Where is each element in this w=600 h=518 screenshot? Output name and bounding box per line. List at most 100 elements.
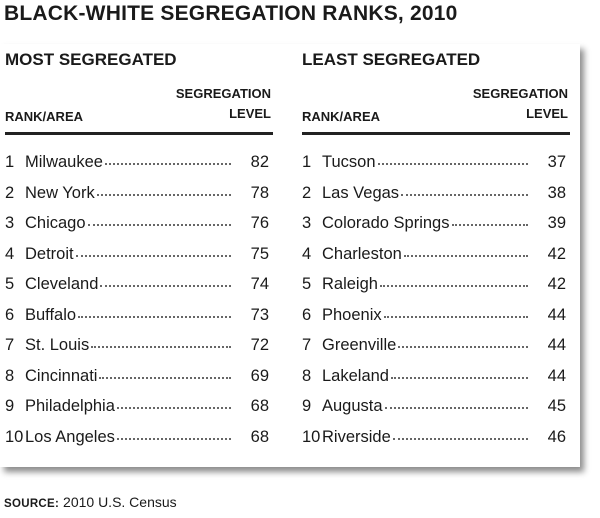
table-row: 4 Detroit 75	[5, 245, 273, 276]
table-row: 3 Chicago 76	[5, 214, 273, 245]
rank-number: 4	[302, 244, 312, 263]
rank-number: 8	[302, 366, 312, 385]
tables-panel: MOST SEGREGATED RANK/AREA SEGREGATION LE…	[0, 44, 580, 467]
most-segregated-title: MOST SEGREGATED	[5, 50, 177, 69]
segregation-header-line1: SEGREGATION	[472, 86, 568, 101]
segregation-value: 75	[250, 244, 269, 263]
dot-leader	[379, 285, 528, 287]
segregation-value: 42	[547, 244, 566, 263]
table-row: 10 Los Angeles 68	[5, 428, 273, 459]
segregation-value: 68	[250, 427, 269, 446]
segregation-value: 76	[250, 214, 269, 232]
area-name: Raleigh	[322, 275, 378, 293]
most-segregated-rows: 1 Milwaukee 82 2 New York 78 3 Chicago 76 4 Detroi…	[5, 153, 273, 458]
source-text: 2010 U.S. Census	[63, 494, 177, 510]
dot-leader	[116, 407, 231, 409]
segregation-header-line1: SEGREGATION	[175, 86, 271, 101]
area-name: Colorado Springs	[322, 214, 450, 232]
area-name: Los Angeles	[25, 427, 115, 446]
area-name: Tucson	[322, 153, 376, 171]
area-name: Detroit	[25, 244, 74, 263]
source-note: SOURCE: 2010 U.S. Census	[4, 494, 177, 510]
area-name: New York	[25, 183, 95, 202]
rank-number: 4	[5, 244, 15, 263]
area-name: Augusta	[322, 397, 383, 415]
segregation-value: 46	[547, 427, 566, 446]
dot-leader	[383, 315, 528, 318]
table-row: 7 Greenville 44	[302, 336, 570, 367]
dot-leader	[401, 193, 528, 196]
table-row: 2 Las Vegas 38	[302, 184, 570, 215]
table-row: 5 Cleveland 74	[5, 275, 273, 306]
table-row: 6 Phoenix 44	[302, 306, 570, 337]
rank-area-header: RANK/AREA	[5, 109, 83, 124]
rank-number: 9	[5, 397, 15, 415]
segregation-value: 44	[547, 366, 566, 385]
area-name: Buffalo	[25, 305, 77, 324]
rank-number: 1	[302, 153, 312, 171]
segregation-value: 42	[547, 275, 566, 293]
rank-number: 5	[5, 275, 15, 293]
dot-leader	[91, 346, 231, 348]
segregation-value: 68	[250, 397, 269, 415]
least-segregated-rows: 1 Tucson 37 2 Las Vegas 38 3 Colorado Springs 39…	[302, 153, 570, 458]
rank-area-header: RANK/AREA	[302, 109, 380, 124]
dot-leader	[75, 254, 231, 257]
segregation-value: 69	[250, 366, 269, 385]
dot-leader	[99, 376, 231, 379]
segregation-value: 72	[250, 336, 269, 354]
table-row: 6 Buffalo 73	[5, 306, 273, 337]
table-row: 5 Raleigh 42	[302, 275, 570, 306]
rank-number: 10	[302, 427, 321, 446]
area-name: Lakeland	[322, 366, 389, 385]
rank-number: 6	[5, 305, 15, 324]
rank-number: 3	[302, 214, 312, 232]
segregation-header-line2: LEVEL	[229, 106, 271, 121]
area-name: Milwaukee	[25, 153, 103, 171]
source-label: SOURCE:	[4, 498, 60, 510]
table-row: 10 Riverside 46	[302, 428, 570, 459]
table-row: 1 Milwaukee 82	[5, 153, 273, 184]
rank-number: 8	[5, 366, 15, 385]
area-name: Phoenix	[322, 305, 382, 324]
segregation-value: 44	[547, 336, 566, 354]
segregation-value: 44	[547, 305, 566, 324]
dot-leader	[78, 315, 231, 318]
table-row: 8 Cincinnati 69	[5, 367, 273, 398]
segregation-value: 73	[250, 305, 269, 324]
table-row: 4 Charleston 42	[302, 245, 570, 276]
area-name: Greenville	[322, 336, 397, 354]
most-segregated-column: MOST SEGREGATED RANK/AREA SEGREGATION LE…	[5, 44, 273, 458]
rank-number: 6	[302, 305, 312, 324]
rank-number: 7	[5, 336, 15, 354]
segregation-value: 39	[547, 214, 566, 232]
table-row: 9 Augusta 45	[302, 397, 570, 428]
dot-leader	[398, 346, 528, 348]
dot-leader	[384, 407, 528, 409]
area-name: Cleveland	[25, 275, 99, 293]
table-row: 2 New York 78	[5, 184, 273, 215]
segregation-header-line2: LEVEL	[526, 106, 568, 121]
table-row: 3 Colorado Springs 39	[302, 214, 570, 245]
segregation-level-header: SEGREGATION LEVEL	[176, 84, 271, 124]
area-name: Charleston	[322, 244, 402, 263]
dot-leader	[116, 437, 231, 440]
area-name: Philadelphia	[25, 397, 115, 415]
dot-leader	[100, 285, 231, 287]
dot-leader	[96, 193, 231, 196]
dot-leader	[390, 376, 528, 379]
dot-leader	[403, 254, 528, 257]
segregation-value: 74	[250, 275, 269, 293]
rank-number: 1	[5, 153, 15, 171]
page-title: BLACK-WHITE SEGREGATION RANKS, 2010	[4, 2, 458, 25]
rank-number: 2	[5, 183, 15, 202]
segregation-value: 78	[250, 183, 269, 202]
least-segregated-header: RANK/AREA SEGREGATION LEVEL	[302, 74, 570, 135]
table-row: 1 Tucson 37	[302, 153, 570, 184]
area-name: Chicago	[25, 214, 86, 232]
rank-number: 5	[302, 275, 312, 293]
dot-leader	[104, 163, 231, 165]
area-name: Riverside	[322, 427, 391, 446]
dot-leader	[392, 437, 528, 440]
least-segregated-column: LEAST SEGREGATED RANK/AREA SEGREGATION L…	[302, 44, 570, 458]
